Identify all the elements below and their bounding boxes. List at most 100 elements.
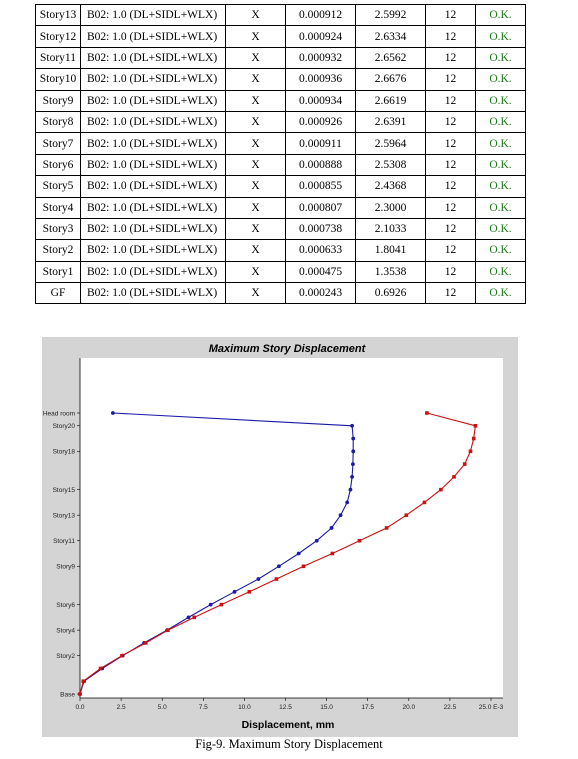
table-row: Story12 B02: 1.0 (DL+SIDL+WLX) X 0.000924 2.… (35, 25, 526, 48)
series-point (110, 411, 115, 415)
series-layer (78, 411, 478, 696)
series-point (120, 653, 124, 658)
drift-cell: 0.000934 (285, 89, 356, 112)
limit-cell: 12 (425, 260, 476, 284)
drift-cell: 0.000932 (285, 46, 356, 70)
story-cell: Story11 (35, 46, 81, 70)
direction-cell: X (225, 25, 286, 48)
series-point (351, 436, 356, 441)
drift-cell: 0.000855 (285, 175, 356, 198)
series-point (232, 589, 237, 594)
direction-cell: X (225, 153, 286, 177)
direction-cell: X (225, 89, 286, 112)
load-combo-cell: B02: 1.0 (DL+SIDL+WLX) (80, 282, 226, 305)
drift-cell: 0.000243 (285, 282, 356, 305)
x-tick-label: 2.5 (117, 704, 126, 711)
limit-cell: 12 (425, 132, 476, 155)
series-point (296, 551, 301, 556)
load-combo-cell: B02: 1.0 (DL+SIDL+WLX) (80, 110, 226, 134)
x-axis-ticks: 0.0 2.5 5.0 7.5 10.0 12.5 15.0 17.5 20.0 22.5 25.0… (75, 698, 504, 711)
check-cell: O.K. (475, 132, 526, 155)
series-point (314, 538, 319, 543)
y-tick-label: Story13 (53, 512, 76, 519)
displacement-cell: 2.3000 (355, 196, 426, 219)
displacement-cell: 2.6676 (355, 68, 426, 91)
limit-cell: 12 (425, 175, 476, 198)
limit-cell: 12 (425, 239, 476, 262)
table-row: Story3 B02: 1.0 (DL+SIDL+WLX) X 0.000738 2.1… (35, 217, 526, 241)
drift-cell: 0.000633 (285, 239, 356, 262)
series-point (471, 436, 476, 441)
displacement-cell: 2.5964 (355, 132, 426, 155)
x-tick-label: 10.0 (238, 704, 251, 711)
displacement-cell: 2.6334 (355, 25, 426, 48)
story-cell: GF (35, 282, 81, 305)
table-row: Story10 B02: 1.0 (DL+SIDL+WLX) X 0.000936 2.… (35, 68, 526, 91)
table-row: Story2 B02: 1.0 (DL+SIDL+WLX) X 0.000633 1.8… (35, 239, 526, 262)
displacement-cell: 1.8041 (355, 239, 426, 262)
direction-cell: X (225, 46, 286, 70)
limit-cell: 12 (425, 153, 476, 177)
displacement-cell: 0.6926 (355, 282, 426, 305)
direction-cell: X (225, 260, 286, 284)
series-point (186, 615, 191, 620)
series-point (301, 564, 306, 569)
limit-cell: 12 (425, 217, 476, 241)
y-tick-label: Story20 (53, 423, 76, 430)
story-drift-table: Story13 B02: 1.0 (DL+SIDL+WLX) X 0.000912 2.… (35, 3, 526, 305)
table-row: Story1 B02: 1.0 (DL+SIDL+WLX) X 0.000475 1.3… (35, 260, 526, 284)
displacement-cell: 2.6391 (355, 110, 426, 134)
drift-cell: 0.000912 (285, 3, 356, 27)
y-tick-label: Story2 (56, 653, 75, 660)
series-point (166, 628, 170, 632)
check-cell: O.K. (475, 217, 526, 241)
story-cell: Story13 (35, 3, 81, 27)
table-row: Story9 B02: 1.0 (DL+SIDL+WLX) X 0.000934 2.6… (35, 89, 526, 112)
story-cell: Story1 (35, 260, 81, 284)
load-combo-cell: B02: 1.0 (DL+SIDL+WLX) (80, 153, 226, 177)
direction-cell: X (225, 68, 286, 91)
series-point (468, 449, 473, 454)
drift-cell: 0.000807 (285, 196, 356, 219)
series-point (274, 577, 279, 581)
x-tick-label: 17.5 (361, 704, 374, 711)
x-axis-label: Displacement, mm (242, 719, 335, 731)
table-row: Story13 B02: 1.0 (DL+SIDL+WLX) X 0.000912 2.… (35, 3, 526, 27)
check-cell: O.K. (475, 175, 526, 198)
series-point (338, 513, 343, 518)
displacement-cell: 2.6562 (355, 46, 426, 70)
story-cell: Story3 (35, 217, 81, 241)
story-cell: Story7 (35, 132, 81, 155)
table-row: Story8 B02: 1.0 (DL+SIDL+WLX) X 0.000926 2.6… (35, 110, 526, 134)
load-combo-cell: B02: 1.0 (DL+SIDL+WLX) (80, 46, 226, 70)
y-axis-ticks: Base Story2 Story4 Story6 Story9 Story11 Story… (43, 410, 80, 698)
check-cell: O.K. (475, 68, 526, 91)
displacement-cell: 2.4368 (355, 175, 426, 198)
check-cell: O.K. (475, 260, 526, 284)
series-point (329, 526, 334, 530)
load-combo-cell: B02: 1.0 (DL+SIDL+WLX) (80, 68, 226, 91)
displacement-cell: 2.5992 (355, 3, 426, 27)
limit-cell: 12 (425, 110, 476, 134)
limit-cell: 12 (425, 46, 476, 70)
drift-cell: 0.000911 (285, 132, 356, 155)
limit-cell: 12 (425, 68, 476, 91)
series-point (256, 577, 261, 581)
series-point (425, 411, 429, 415)
series-point (404, 513, 409, 517)
story-cell: Story12 (35, 25, 81, 48)
series-point (143, 641, 148, 645)
drift-cell: 0.000936 (285, 68, 356, 91)
limit-cell: 12 (425, 282, 476, 305)
direction-cell: X (225, 282, 286, 305)
series-point (208, 602, 213, 607)
check-cell: O.K. (475, 196, 526, 219)
load-combo-cell: B02: 1.0 (DL+SIDL+WLX) (80, 25, 226, 48)
table-row: Story4 B02: 1.0 (DL+SIDL+WLX) X 0.000807 2.3… (35, 196, 526, 219)
story-cell: Story2 (35, 239, 81, 262)
load-combo-cell: B02: 1.0 (DL+SIDL+WLX) (80, 239, 226, 262)
series-point (351, 449, 356, 454)
series-point (78, 692, 82, 696)
limit-cell: 12 (425, 196, 476, 219)
story-cell: Story6 (35, 153, 81, 177)
